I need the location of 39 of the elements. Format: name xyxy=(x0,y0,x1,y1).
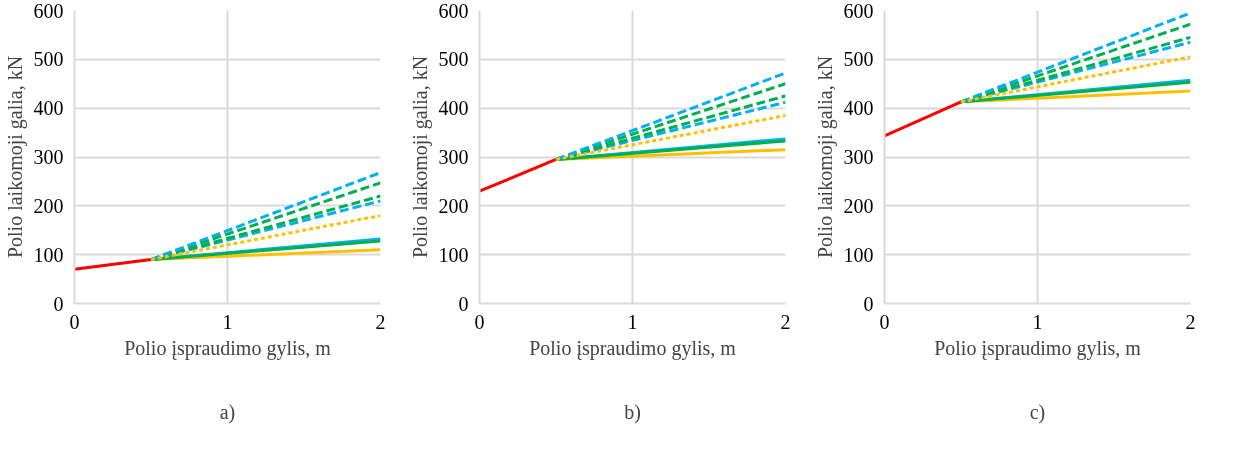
y-tick-label: 100 xyxy=(843,243,874,266)
y-tick-label: 500 xyxy=(33,48,64,71)
y-tick-label: 100 xyxy=(33,243,64,266)
y-tick-label: 200 xyxy=(438,194,469,217)
y-tick-label: 0 xyxy=(53,292,64,315)
x-tick-label: 2 xyxy=(780,310,791,333)
y-tick-label: 200 xyxy=(33,194,64,217)
y-tick-label: 400 xyxy=(33,97,64,120)
y-axis-title: Polio laikomoji galia, kN xyxy=(408,55,432,259)
y-tick-label: 300 xyxy=(33,146,64,168)
x-tick-label: 2 xyxy=(1185,310,1196,333)
text: b) xyxy=(624,401,641,424)
x-tick-label: 0 xyxy=(69,310,80,333)
x-axis-title: Polio įspraudimo gylis, m xyxy=(124,336,332,360)
x-tick-label: 1 xyxy=(222,310,233,333)
y-tick-label: 600 xyxy=(438,0,469,22)
y-tick-label: 200 xyxy=(843,194,874,217)
x-tick-label: 0 xyxy=(879,310,890,333)
y-axis-title: Polio laikomoji galia, kN xyxy=(813,55,837,259)
x-tick-label: 1 xyxy=(627,310,638,333)
y-tick-label: 400 xyxy=(438,97,469,120)
y-tick-label: 600 xyxy=(843,0,874,22)
y-tick-label: 300 xyxy=(843,146,874,168)
y-tick-label: 100 xyxy=(438,243,469,266)
text: c) xyxy=(1029,401,1046,424)
y-tick-label: 600 xyxy=(33,0,64,22)
y-tick-label: 0 xyxy=(863,292,874,315)
x-tick-label: 2 xyxy=(375,310,386,333)
y-tick-label: 400 xyxy=(843,97,874,120)
x-tick-label: 0 xyxy=(474,310,485,333)
y-tick-label: 0 xyxy=(458,292,469,315)
x-axis-title: Polio įspraudimo gylis, m xyxy=(934,336,1142,360)
y-tick-label: 500 xyxy=(438,48,469,71)
x-tick-label: 1 xyxy=(1032,310,1043,333)
y-tick-label: 300 xyxy=(438,146,469,168)
y-axis-title: Polio laikomoji galia, kN xyxy=(3,55,27,259)
y-tick-label: 500 xyxy=(843,48,874,71)
x-axis-title: Polio įspraudimo gylis, m xyxy=(529,336,737,360)
text: a) xyxy=(219,401,236,424)
